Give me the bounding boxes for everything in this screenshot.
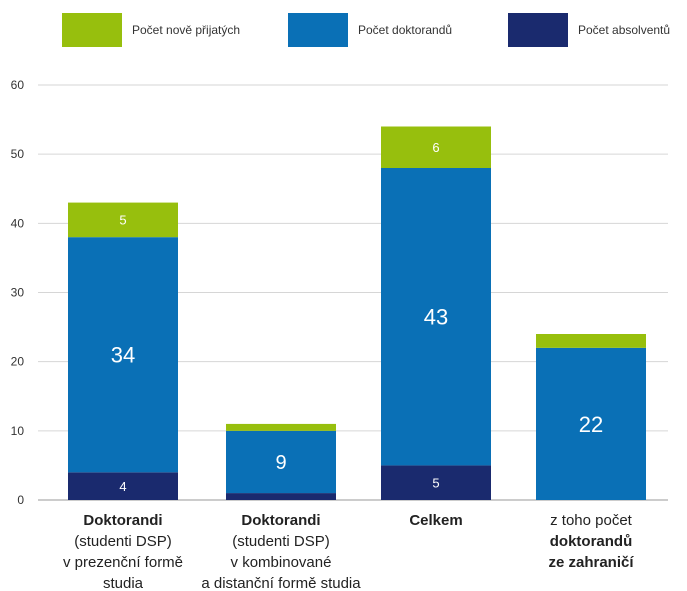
bar-value-label: 43	[424, 305, 448, 330]
legend-swatch	[288, 13, 348, 47]
bar-segment	[381, 168, 491, 466]
legend-label: Počet nově přijatých	[132, 23, 240, 37]
y-tick-label: 40	[11, 216, 25, 230]
bar-segment	[381, 126, 491, 168]
bar-segment	[226, 430, 336, 494]
legend-swatch	[62, 13, 122, 47]
y-tick-label: 20	[11, 355, 25, 369]
bar-segment	[226, 423, 336, 431]
y-tick-label: 30	[11, 286, 25, 300]
y-tick-label: 10	[11, 424, 25, 438]
bar-value-label: 22	[579, 412, 603, 437]
legend-label: Počet absolventů	[578, 23, 670, 37]
bar-value-label: 34	[111, 343, 135, 368]
x-category-label: Doktorandi (studenti DSP) v prezenční form…	[63, 512, 183, 591]
bar-segment	[68, 472, 178, 500]
bar-segment	[381, 465, 491, 500]
bar-segment	[226, 493, 336, 500]
y-tick-label: 50	[11, 147, 25, 161]
x-category-label: Celkem	[409, 512, 462, 529]
bar-segment	[68, 202, 178, 238]
bar-segment	[536, 347, 646, 500]
bar-value-label: 5	[432, 475, 439, 490]
bar-value-label: 4	[119, 479, 126, 494]
bar-value-label: 6	[432, 140, 439, 155]
bar-value-label: 5	[119, 213, 126, 228]
legend-swatch	[508, 13, 568, 47]
bar-segment	[68, 237, 178, 473]
y-tick-label: 60	[11, 78, 25, 92]
x-category-label: z toho počet doktorandů ze zahraničí	[548, 512, 634, 571]
x-category-label: Doktorandi (studenti DSP) v kombinované a d…	[201, 512, 361, 591]
legend-label: Počet doktorandů	[358, 23, 452, 37]
bar-value-label: 9	[275, 452, 286, 474]
y-tick-label: 0	[17, 493, 24, 507]
bar-segment	[536, 334, 646, 348]
